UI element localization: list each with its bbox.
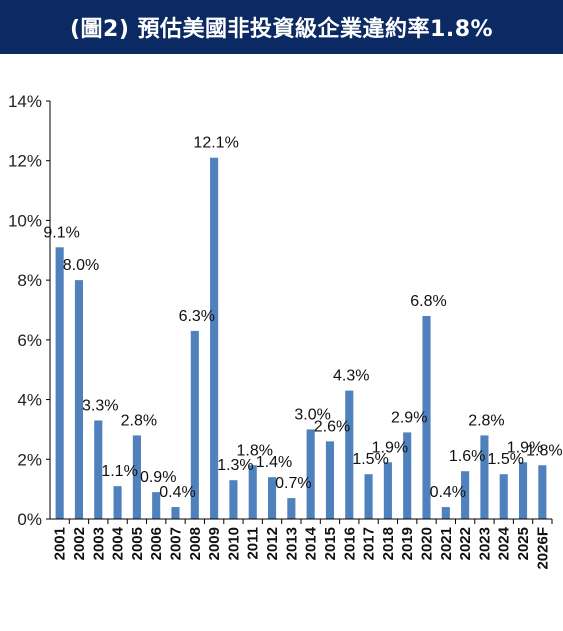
category-label: 2002 <box>71 527 88 560</box>
category-label: 2005 <box>129 527 146 560</box>
category-label: 2007 <box>168 527 185 560</box>
category-label: 2012 <box>264 527 281 560</box>
category-label: 2025 <box>515 527 532 560</box>
bar <box>441 507 450 519</box>
bar-chart: 0% 2% 4% 6% 8% 10% 12% 14% 9.1% 8.0% 3.3% 1.1% 2.8%… <box>8 92 563 570</box>
data-label: 1.8% <box>236 442 272 459</box>
bar <box>325 441 335 519</box>
data-label: 0.9% <box>140 469 176 486</box>
bars <box>55 157 547 520</box>
bar <box>74 280 84 519</box>
category-label: 2023 <box>476 527 493 560</box>
bar <box>518 462 528 519</box>
data-label: 1.9% <box>372 439 408 456</box>
bar <box>287 498 296 519</box>
y-tick-label: 8% <box>17 271 42 290</box>
bar <box>345 390 354 519</box>
category-label: 2018 <box>380 527 397 560</box>
y-tick-label: 4% <box>17 391 42 410</box>
bar <box>113 486 122 519</box>
bar <box>55 247 64 520</box>
category-label: 2009 <box>206 527 223 560</box>
data-label: 1.3% <box>217 457 253 474</box>
bar <box>94 420 103 519</box>
category-label: 2001 <box>52 527 69 560</box>
data-label: 1.9% <box>507 439 543 456</box>
category-label: 2021 <box>438 527 455 560</box>
bar <box>190 330 199 519</box>
bar <box>422 315 431 519</box>
title-bar: (圖2) 預估美國非投資級企業違約率1.8% <box>0 0 563 54</box>
bar <box>403 432 412 519</box>
chart-title: (圖2) 預估美國非投資級企業違約率1.8% <box>69 17 494 42</box>
category-label: 2024 <box>496 526 513 560</box>
category-label: 2006 <box>148 527 165 560</box>
data-label: 2.9% <box>391 409 427 426</box>
category-label: 2020 <box>419 527 436 560</box>
data-label: 0.4% <box>159 484 195 501</box>
bar <box>461 471 470 519</box>
x-axis: 2001 2002 2003 2004 2005 2006 2007 2008 2009 2010… <box>50 518 553 570</box>
category-label: 2026F <box>534 527 551 570</box>
bar <box>538 465 547 519</box>
y-tick-label: 0% <box>17 510 42 529</box>
bar <box>480 435 489 519</box>
y-tick-label: 6% <box>17 331 42 350</box>
category-label: 2011 <box>245 527 262 560</box>
bar <box>306 429 315 519</box>
data-label: 1.8% <box>526 442 562 459</box>
data-label: 4.3% <box>333 368 369 385</box>
bar <box>248 465 257 519</box>
y-axis: 0% 2% 4% 6% 8% 10% 12% 14% <box>8 92 51 529</box>
category-label: 2017 <box>361 527 378 560</box>
category-label: 2010 <box>225 527 242 560</box>
data-label: 3.0% <box>294 406 330 423</box>
data-label: 1.5% <box>487 451 523 468</box>
category-label: 2016 <box>341 527 358 560</box>
category-label: 2015 <box>322 527 339 560</box>
bar <box>210 157 219 519</box>
data-label: 2.8% <box>468 412 504 429</box>
data-label: 2.8% <box>121 412 157 429</box>
bar <box>364 474 373 519</box>
data-label: 1.5% <box>352 451 388 468</box>
data-label: 9.1% <box>43 224 79 241</box>
y-tick-label: 10% <box>8 211 42 230</box>
category-label: 2004 <box>110 526 127 560</box>
y-tick-label: 2% <box>17 450 42 469</box>
data-label: 8.0% <box>63 257 99 274</box>
data-label: 3.3% <box>82 397 118 414</box>
category-label: 2008 <box>187 527 204 560</box>
category-label: 2022 <box>457 527 474 560</box>
data-label: 6.3% <box>179 308 215 325</box>
category-label: 2003 <box>90 527 107 560</box>
category-label: 2013 <box>283 527 300 560</box>
bar <box>267 477 277 519</box>
bar <box>171 507 180 519</box>
data-label: 1.6% <box>449 448 485 465</box>
category-label: 2019 <box>399 527 416 560</box>
data-label: 0.7% <box>275 475 311 492</box>
category-label: 2014 <box>303 526 320 560</box>
data-label: 0.4% <box>430 484 466 501</box>
data-label: 2.6% <box>314 418 350 435</box>
data-labels: 9.1%8.0%3.3%1.1%2.8%0.9%0.4%6.3%12.1%1.3… <box>43 135 562 501</box>
data-label: 1.1% <box>101 463 137 480</box>
y-tick-label: 14% <box>8 92 42 111</box>
data-label: 12.1% <box>193 135 238 152</box>
bar <box>152 492 161 519</box>
bar <box>229 480 238 519</box>
data-label: 1.4% <box>256 454 292 471</box>
bar <box>383 462 392 519</box>
data-label: 6.8% <box>410 293 446 310</box>
bar <box>132 435 141 519</box>
y-tick-label: 12% <box>8 152 42 171</box>
bar <box>499 474 508 519</box>
